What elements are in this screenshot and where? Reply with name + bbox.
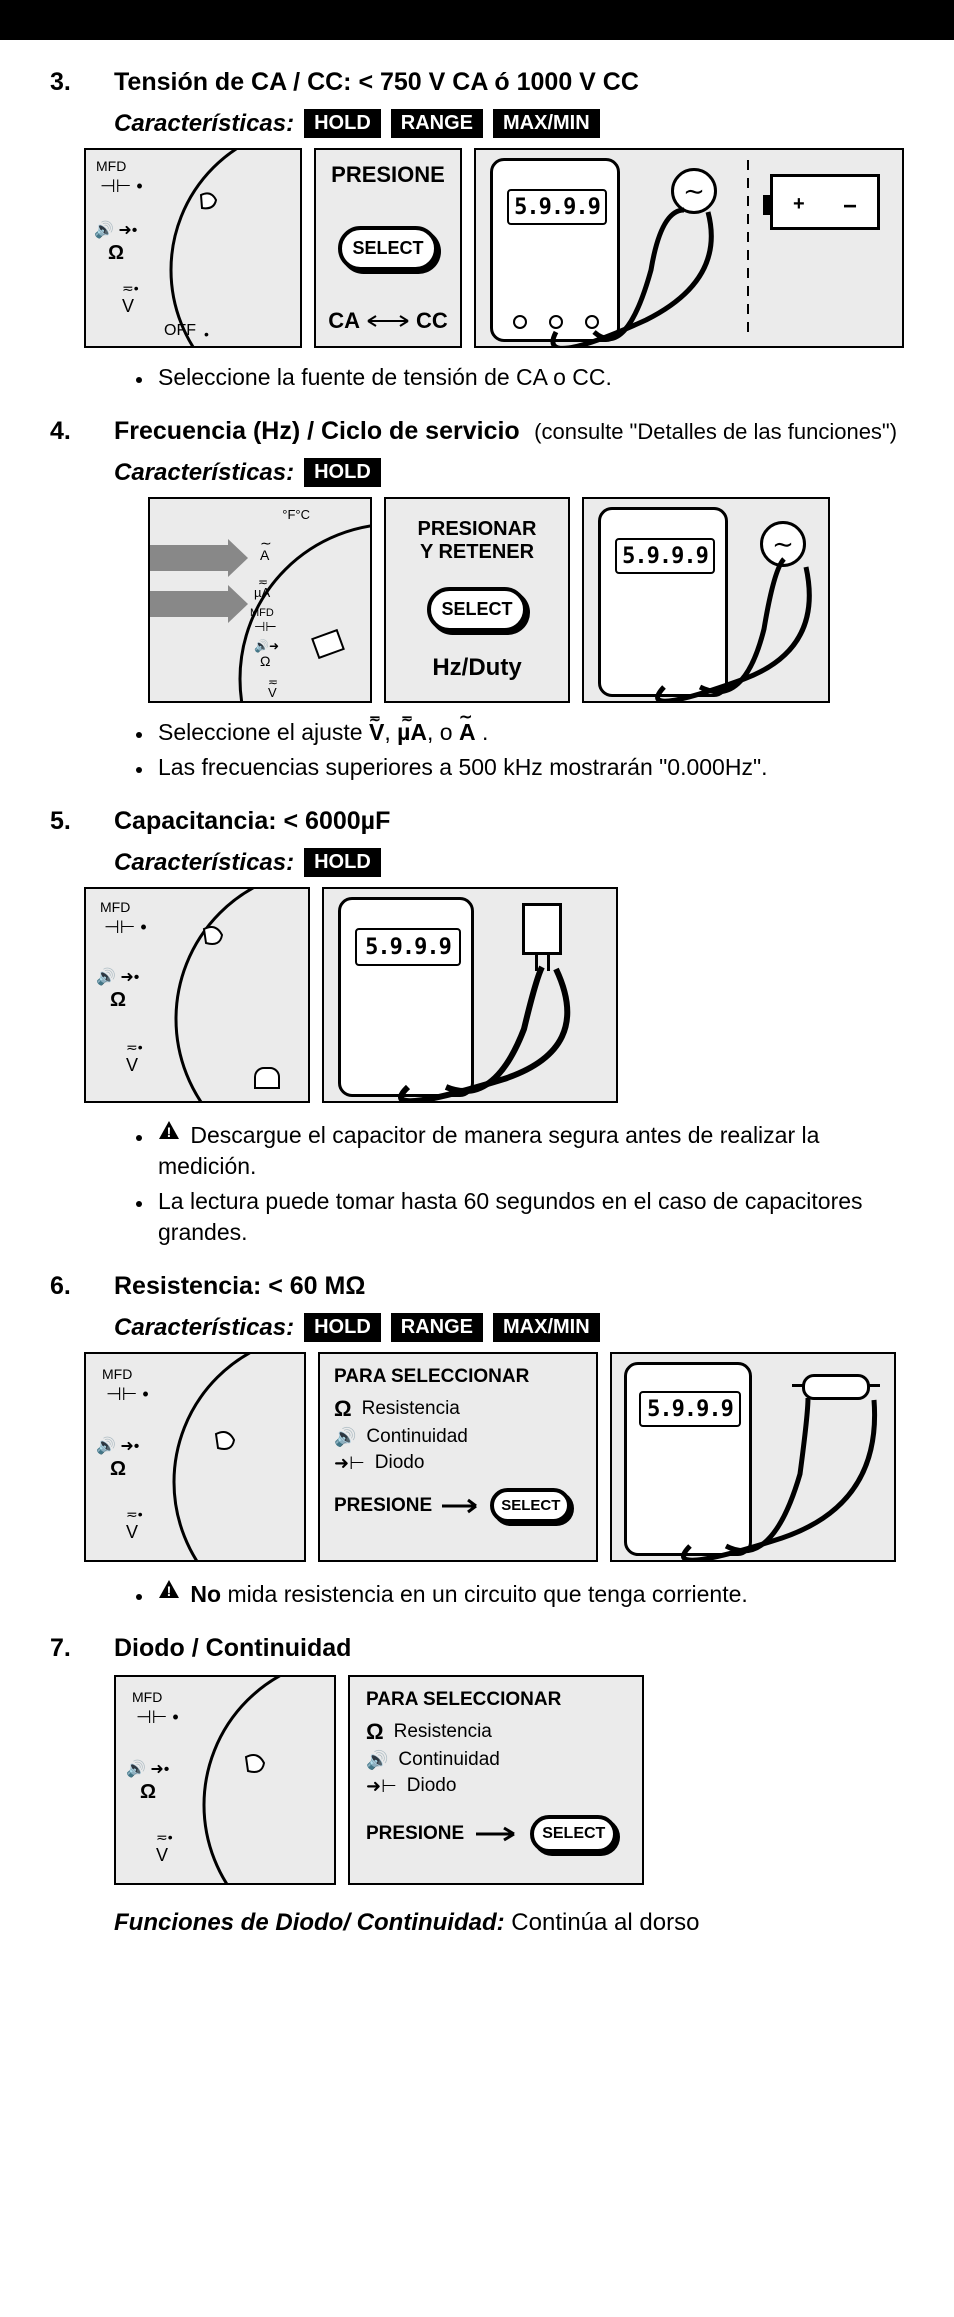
section-4: 4. Frecuencia (Hz) / Ciclo de servicio (…	[50, 417, 904, 783]
sec7-title: Diodo / Continuidad	[114, 1634, 351, 1663]
continuity-icon: 🔊	[334, 1427, 356, 1448]
sec4-sub: (consulte "Detalles de las funciones")	[534, 419, 897, 444]
label-presione: PRESIONE	[331, 162, 445, 188]
continuity-icon: 🔊	[366, 1750, 388, 1771]
svg-text:!: !	[167, 1124, 172, 1140]
pill-range: RANGE	[391, 1313, 483, 1342]
sec4-fig-meter: 5.9.9.9 ∼	[582, 497, 830, 703]
pill-maxmin: MAX/MIN	[493, 109, 600, 138]
sec3-number: 3.	[50, 68, 114, 97]
diode-icon: ➜⊢	[334, 1453, 365, 1474]
dial-arc-icon	[150, 499, 372, 703]
label-presionar: PRESIONAR	[418, 518, 537, 541]
sec6-fig-meter: 5.9.9.9	[610, 1352, 896, 1562]
sec6-feat-label: Características:	[114, 1314, 294, 1342]
section-5: 5. Capacitancia: < 6000µF Característica…	[50, 807, 904, 1248]
page-content: 3. Tensión de CA / CC: < 750 V CA ó 1000…	[0, 40, 954, 1997]
arrow-right-icon	[440, 1497, 482, 1515]
sec6-number: 6.	[50, 1272, 114, 1301]
probe-leads-icon	[584, 499, 830, 703]
label-para-seleccionar: PARA SELECCIONAR	[366, 1689, 626, 1711]
dial-pointer-icon	[254, 1067, 280, 1089]
sec5-fig-meter: 5.9.9.9	[322, 887, 618, 1103]
sec5-title: Capacitancia: < 6000µF	[114, 807, 390, 836]
sec7-fig-dial: MFD ⊣⊢ • 🔊 ➜• Ω ≂• V	[114, 1675, 336, 1885]
battery-icon: + −	[770, 174, 880, 230]
sec4-fig-dial: °F°C ∼ A ≂ µA MFD ⊣⊢ 🔊➜ Ω ≂ V	[148, 497, 372, 703]
sec5-fig-dial: MFD ⊣⊢ • 🔊 ➜• Ω ≂• V	[84, 887, 310, 1103]
sec5-number: 5.	[50, 807, 114, 836]
arrow-right-icon	[474, 1825, 520, 1843]
label-retener: Y RETENER	[418, 541, 537, 564]
sec5-bullet2: La lectura puede tomar hasta 60 segundos…	[154, 1186, 904, 1248]
sec6-fig-select: PARA SELECCIONAR ΩResistencia 🔊Continuid…	[318, 1352, 598, 1562]
double-arrow-icon	[366, 314, 410, 328]
select-button-icon: SELECT	[427, 587, 526, 632]
ohm-icon: Ω	[334, 1396, 352, 1422]
label-presione: PRESIONE	[366, 1823, 464, 1845]
sec7-number: 7.	[50, 1634, 114, 1663]
sec7-fig-select: PARA SELECCIONAR ΩResistencia 🔊Continuid…	[348, 1675, 644, 1885]
pill-maxmin: MAX/MIN	[493, 1313, 600, 1342]
select-button-icon: SELECT	[530, 1815, 617, 1853]
pill-hold: HOLD	[304, 458, 381, 487]
sec3-fig-meter: 5.9.9.9 ∼ + −	[474, 148, 904, 348]
warning-icon: !	[158, 1576, 180, 1607]
sec4-bullet2: Las frecuencias superiores a 500 kHz mos…	[154, 752, 904, 783]
sec6-bullet1: ! No mida resistencia en un circuito que…	[154, 1576, 904, 1610]
pill-hold: HOLD	[304, 109, 381, 138]
pill-hold: HOLD	[304, 848, 381, 877]
label-cc: CC	[416, 308, 448, 334]
pill-range: RANGE	[391, 109, 483, 138]
probe-leads-icon	[324, 889, 618, 1103]
top-black-bar	[0, 0, 954, 40]
diode-icon: ➜⊢	[366, 1776, 397, 1797]
sec3-title: Tensión de CA / CC: < 750 V CA ó 1000 V …	[114, 68, 639, 97]
sec4-bullet1: Seleccione el ajuste V≂, µA≂, o A∼ .	[154, 717, 904, 748]
sec3-fig-dial: MFD ⊣⊢ • 🔊 ➜• Ω ≂• V OFF •	[84, 148, 302, 348]
label-presione: PRESIONE	[334, 1495, 432, 1517]
dial-mfd: MFD	[96, 158, 126, 174]
sec4-title: Frecuencia (Hz) / Ciclo de servicio	[114, 417, 520, 445]
sec4-fig-select: PRESIONAR Y RETENER SELECT Hz/Duty	[384, 497, 570, 703]
pill-hold: HOLD	[304, 1313, 381, 1342]
sec3-feat-label: Características:	[114, 110, 294, 138]
section-7: 7. Diodo / Continuidad MFD ⊣⊢ • 🔊 ➜• Ω ≂…	[50, 1634, 904, 1885]
sec6-title: Resistencia: < 60 MΩ	[114, 1272, 365, 1301]
warning-icon: !	[158, 1117, 180, 1148]
sec4-feat-label: Características:	[114, 459, 294, 487]
sec3-bullet1: Seleccione la fuente de tensión de CA o …	[154, 362, 904, 393]
sec5-bullet1: ! Descargue el capacitor de manera segur…	[154, 1117, 904, 1182]
label-para-seleccionar: PARA SELECCIONAR	[334, 1366, 582, 1388]
ohm-icon: Ω	[366, 1719, 384, 1745]
section-6: 6. Resistencia: < 60 MΩ Características:…	[50, 1272, 904, 1610]
sec4-number: 4.	[50, 417, 114, 446]
select-button-icon: SELECT	[338, 226, 437, 271]
label-ca: CA	[328, 308, 360, 334]
section-3: 3. Tensión de CA / CC: < 750 V CA ó 1000…	[50, 68, 904, 393]
svg-text:!: !	[167, 1583, 172, 1599]
sec3-fig-select: PRESIONE SELECT CA CC	[314, 148, 462, 348]
continue-line: Funciones de Diodo/ Continuidad: Continú…	[114, 1909, 904, 1937]
sec5-feat-label: Características:	[114, 849, 294, 877]
probe-leads-icon	[612, 1354, 896, 1562]
label-hzduty: Hz/Duty	[432, 654, 521, 682]
sec6-fig-dial: MFD ⊣⊢ • 🔊 ➜• Ω ≂• V	[84, 1352, 306, 1562]
select-button-icon: SELECT	[490, 1488, 571, 1523]
